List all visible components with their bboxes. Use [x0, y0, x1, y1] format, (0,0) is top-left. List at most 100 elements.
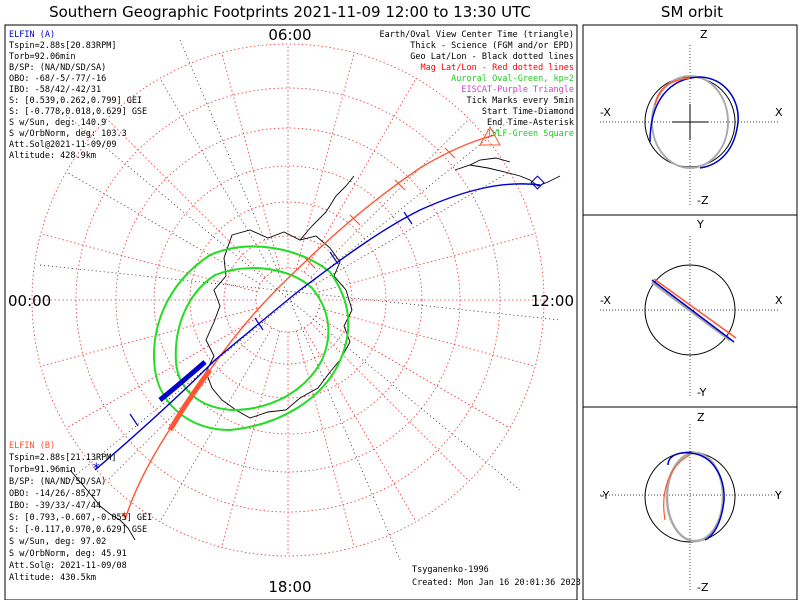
clock-label-top: 06:00 — [268, 26, 311, 44]
elfin-a-line: S w/OrbNorm, deg: 103.3 — [9, 129, 127, 139]
mag-grid-spoke — [315, 171, 510, 285]
mag-grid-spoke — [310, 118, 470, 278]
elfin-b-info: ELFIN (B) Tspin=2.88s[21.13RPM] Torb=91.… — [9, 441, 152, 583]
legend-item: TVLF-Green Square — [487, 129, 574, 139]
elfin-b-line: B/SP: (NA/ND/SD/SA) — [9, 477, 106, 487]
figure-title: Southern Geographic Footprints 2021-11-0… — [49, 3, 531, 21]
model-label: Tsyganenko-1996 — [412, 565, 489, 575]
elfin-a-line: Att.Sol@2021-11-09/09 — [9, 140, 116, 150]
elfin-b-name: ELFIN (B) — [9, 441, 55, 451]
elfin-b-line: Tspin=2.88s[21.13RPM] — [9, 453, 116, 463]
elfin-b-line: Torb=91.96min — [9, 465, 76, 475]
orbit-panel-xy: Y -Y -X X — [600, 218, 783, 399]
elfin-b-line: S w/OrbNorm, deg: 45.91 — [9, 549, 127, 559]
elfin-a-line: Altitude: 428.9km — [9, 151, 96, 161]
elfin-b-line: S: [-0.117,0.970,0.629] GSE — [9, 525, 147, 535]
elfin-a-start-diamond — [530, 175, 545, 190]
earth-circle — [644, 451, 736, 543]
legend: Earth/Oval View Center Time (triangle) T… — [380, 30, 574, 139]
elfin-a-line: S: [0.539,0.262,0.799] GEI — [9, 96, 142, 106]
orbit-panel-xz: Z -Z -X X — [600, 28, 783, 207]
orbit-axis-top: Y — [696, 218, 704, 231]
orbit-frame — [582, 24, 798, 600]
elfin-b-line: Altitude: 430.5km — [9, 573, 96, 583]
mag-grid-spoke — [315, 315, 510, 429]
orbit-axis-bottom: -Z — [697, 194, 709, 207]
elfin-a-ticks — [129, 211, 413, 427]
elfin-b-end-asterisk: * — [120, 510, 128, 526]
orbit-panel-yz: Z -Z -Y Y — [600, 411, 782, 594]
mag-grid-spoke — [221, 52, 281, 270]
elfin-a-info: ELFIN (A) Tspin=2.88s[20.83RPM] Torb=92.… — [9, 30, 147, 161]
orbit-title: SM orbit — [661, 3, 723, 21]
mag-grid-spoke — [40, 307, 258, 367]
created-label: Created: Mon Jan 16 20:01:36 2023 — [412, 578, 581, 588]
mag-grid-spoke — [303, 327, 417, 522]
elfin-a-line: OBO: -68/-5/-77/-16 — [9, 74, 106, 84]
elfin-b-line: Att.Sol@: 2021-11-09/08 — [9, 561, 127, 571]
mag-grid-spoke — [318, 307, 536, 367]
clock-label-bottom: 18:00 — [268, 578, 311, 596]
mag-grid-spoke — [310, 322, 470, 482]
mag-grid-spoke — [295, 52, 355, 270]
elfin-b-line: OBO: -14/26/-85/27 — [9, 489, 101, 499]
mag-grid-spoke — [159, 78, 273, 273]
orbit-axis-right: X — [775, 106, 783, 119]
south-america-coastline — [454, 157, 561, 187]
mag-grid-spoke — [295, 330, 355, 548]
elfin-a-line: S w/Sun, deg: 140.9 — [9, 118, 106, 128]
elfin-a-line: S: [-0.778,0.018,0.629] GSE — [9, 107, 147, 117]
elfin-b-ticks — [304, 147, 456, 269]
elfin-a-end-asterisk: * — [92, 461, 100, 477]
legend-item: Geo Lat/Lon - Black dotted lines — [410, 52, 574, 62]
elfin-b-track — [124, 134, 496, 521]
elfin-b-line: S w/Sun, deg: 97.02 — [9, 537, 106, 547]
orbit-axis-top: Z — [700, 28, 708, 41]
mag-grid-spoke — [66, 171, 261, 285]
orbit-axis-right: Y — [774, 489, 782, 502]
mag-grid-spoke — [318, 233, 536, 293]
elfin-a-science-segment — [158, 360, 207, 402]
elfin-a-line: B/SP: (NA/ND/SD/SA) — [9, 63, 106, 73]
orbit-axis-top: Z — [697, 411, 705, 424]
elfin-b-line: IBO: -39/33/-47/44 — [9, 501, 101, 511]
orbit-axis-bottom: -Y — [697, 386, 707, 399]
legend-item: EISCAT-Purple Triangle — [461, 85, 574, 95]
orbit-axis-right: X — [775, 294, 783, 307]
mag-grid-spoke — [221, 330, 281, 548]
legend-item: Earth/Oval View Center Time (triangle) — [380, 30, 574, 40]
elfin-b-center-triangle — [479, 125, 501, 146]
legend-item: Start Time-Diamond — [482, 107, 574, 117]
map-frame — [4, 24, 578, 600]
orbit-axis-left: -X — [600, 106, 611, 119]
auroral-oval — [153, 245, 350, 432]
mag-grid-spoke — [66, 315, 261, 429]
australia-coastline — [69, 469, 136, 541]
elfin-a-line: IBO: -58/42/-42/31 — [9, 85, 101, 95]
elfin-b-science-segment — [167, 368, 213, 432]
mag-grid-spoke — [303, 78, 417, 273]
antarctic-peninsula — [299, 175, 355, 241]
orbit-axis-bottom: -Z — [697, 581, 709, 594]
clock-label-left: 00:00 — [8, 292, 51, 310]
polar-map: * * — [31, 39, 561, 561]
legend-item: End Time-Asterisk — [487, 118, 574, 128]
antarctica-coastline — [205, 229, 353, 419]
elfin-a-line: Tspin=2.88s[20.83RPM] — [9, 41, 116, 51]
orbit-axis-left: -Y — [600, 489, 610, 502]
legend-item: Mag Lat/Lon - Red dotted lines — [420, 63, 574, 73]
mag-grid-spoke — [159, 327, 273, 522]
elfin-a-line: Torb=92.06min — [9, 52, 76, 62]
elfin-a-name: ELFIN (A) — [9, 30, 55, 40]
legend-item: Tick Marks every 5min — [467, 96, 574, 106]
earth-circle — [644, 264, 736, 356]
geo-grid — [39, 39, 561, 561]
clock-label-right: 12:00 — [531, 292, 574, 310]
legend-item: Auroral Oval-Green, kp=2 — [451, 74, 574, 84]
elfin-b-line: S: [0.793,-0.607,-0.055] GEI — [9, 513, 152, 523]
mag-grid-spoke — [106, 118, 266, 278]
elfin-a-track — [94, 183, 541, 471]
orbit-axis-left: -X — [600, 294, 611, 307]
legend-item: Thick - Science (FGM and/or EPD) — [410, 41, 574, 51]
